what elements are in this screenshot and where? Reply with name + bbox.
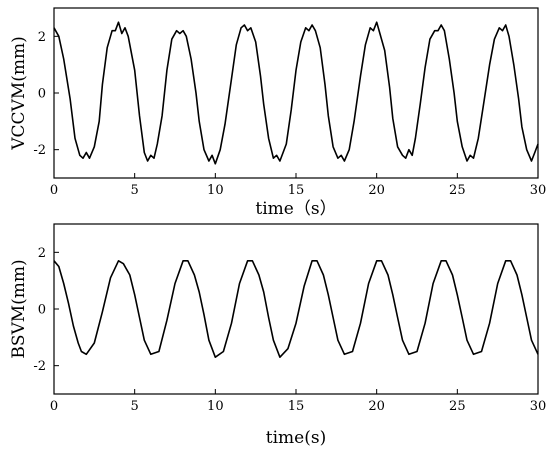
y-ticks: -2 0 2 (33, 30, 59, 158)
bsvm-series-line (53, 260, 539, 358)
x-tick-label: 0 (50, 399, 58, 414)
x-axis-label: time（s） (255, 199, 336, 219)
y-tick-label: -2 (33, 143, 46, 158)
y-tick-label: 0 (38, 303, 46, 318)
x-tick-label: 20 (368, 399, 385, 414)
vccvm-series-line (53, 21, 539, 165)
x-ticks: 0 5 10 15 20 25 30 (50, 389, 546, 414)
x-tick-label: 15 (288, 399, 305, 414)
y-tick-label: 2 (38, 246, 46, 261)
x-ticks: 0 5 10 15 20 25 30 (50, 173, 546, 198)
y-ticks: -2 0 2 (33, 246, 59, 374)
x-tick-label: 0 (50, 183, 58, 198)
x-tick-label: 10 (207, 399, 224, 414)
x-tick-label: 20 (368, 183, 385, 198)
plot-frame (53, 223, 539, 395)
x-tick-label: 10 (207, 183, 224, 198)
bsvm-chart: 0 5 10 15 20 25 30 -2 0 2 time(s) BSVM(mm) (9, 223, 546, 448)
x-tick-label: 5 (131, 183, 139, 198)
vccvm-chart: 0 5 10 15 20 25 30 -2 0 2 time（s） VCCVM(mm) (9, 7, 546, 219)
x-tick-label: 30 (530, 399, 547, 414)
y-tick-label: 0 (38, 87, 46, 102)
x-tick-label: 15 (288, 183, 305, 198)
x-tick-label: 25 (449, 399, 466, 414)
x-tick-label: 25 (449, 183, 466, 198)
x-tick-label: 30 (530, 183, 547, 198)
y-axis-label: BSVM(mm) (9, 259, 29, 358)
x-tick-label: 5 (131, 399, 139, 414)
y-tick-label: -2 (33, 359, 46, 374)
x-axis-label: time(s) (266, 428, 326, 448)
y-axis-label: VCCVM(mm) (9, 36, 29, 150)
y-tick-label: 2 (38, 30, 46, 45)
